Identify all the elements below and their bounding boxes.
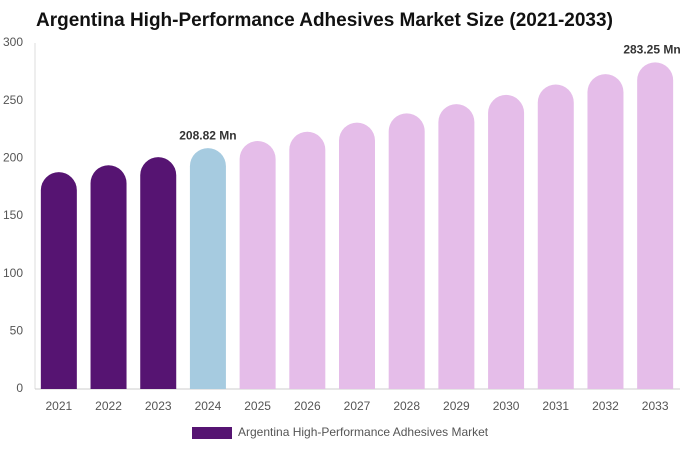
x-tick-label: 2029 bbox=[443, 399, 470, 413]
y-tick-label: 100 bbox=[3, 266, 23, 280]
x-tick-label: 2031 bbox=[542, 399, 569, 413]
value-label: 283.25 Mn bbox=[623, 42, 680, 56]
bar bbox=[140, 157, 177, 389]
x-tick-label: 2025 bbox=[244, 399, 271, 413]
x-tick-label: 2023 bbox=[145, 399, 172, 413]
bar bbox=[339, 122, 375, 389]
value-label: 208.82 Mn bbox=[179, 128, 236, 142]
legend-swatch bbox=[192, 427, 232, 439]
y-tick-label: 50 bbox=[10, 324, 24, 338]
x-tick-label: 2024 bbox=[195, 399, 222, 413]
x-tick-label: 2028 bbox=[393, 399, 420, 413]
bar bbox=[537, 84, 574, 390]
y-tick-label: 300 bbox=[3, 35, 23, 49]
y-tick-label: 150 bbox=[3, 208, 23, 222]
bar bbox=[587, 74, 624, 389]
bar bbox=[90, 165, 127, 389]
bar bbox=[189, 148, 226, 389]
bar bbox=[40, 172, 77, 389]
bar bbox=[637, 62, 674, 390]
y-tick-label: 200 bbox=[3, 151, 23, 165]
bar bbox=[488, 94, 525, 389]
bar bbox=[239, 141, 276, 389]
x-tick-label: 2022 bbox=[95, 399, 122, 413]
x-tick-label: 2032 bbox=[592, 399, 619, 413]
x-tick-label: 2033 bbox=[642, 399, 669, 413]
legend-label: Argentina High-Performance Adhesives Mar… bbox=[238, 425, 489, 439]
y-tick-label: 250 bbox=[3, 93, 23, 107]
x-tick-label: 2030 bbox=[493, 399, 520, 413]
chart-title: Argentina High-Performance Adhesives Mar… bbox=[36, 10, 613, 31]
bar bbox=[388, 113, 425, 390]
x-tick-label: 2021 bbox=[45, 399, 72, 413]
bar bbox=[289, 131, 326, 389]
x-tick-label: 2026 bbox=[294, 399, 321, 413]
bar bbox=[438, 104, 475, 390]
x-tick-label: 2027 bbox=[344, 399, 371, 413]
y-tick-label: 0 bbox=[16, 381, 23, 395]
